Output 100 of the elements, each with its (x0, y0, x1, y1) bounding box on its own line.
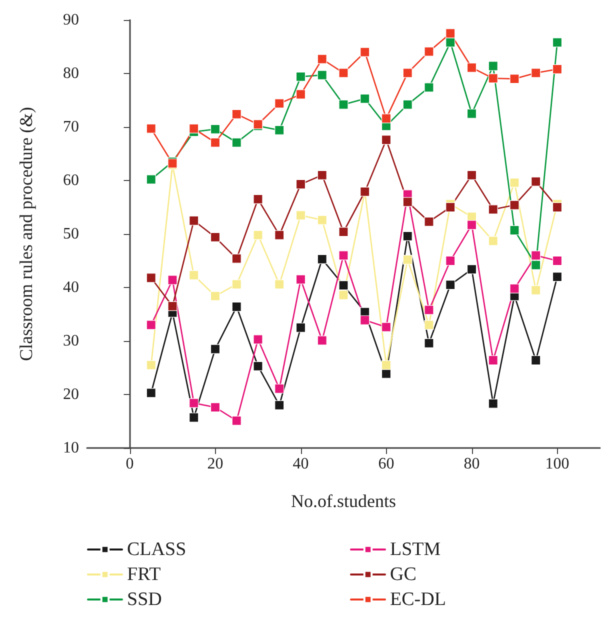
point (381, 114, 392, 124)
point (488, 236, 498, 246)
point (232, 109, 242, 119)
point (488, 61, 498, 71)
point (146, 174, 156, 184)
x-tick-label: 20 (207, 456, 224, 472)
point (296, 274, 306, 284)
y-axis-title: Classroom rules and procedure (&) (16, 107, 36, 361)
point (146, 388, 156, 398)
y-tick-label: 80 (63, 65, 79, 82)
point (274, 279, 284, 290)
point (210, 232, 220, 242)
point (146, 360, 156, 370)
point (402, 197, 412, 207)
point (296, 72, 306, 82)
legend-label: GC (390, 564, 416, 585)
point (274, 125, 284, 136)
point (146, 320, 156, 330)
point (338, 227, 348, 237)
y-tick-label: 30 (63, 332, 79, 350)
point (232, 138, 242, 148)
point (488, 398, 498, 408)
point (381, 322, 392, 332)
point (317, 254, 327, 264)
point (189, 124, 199, 134)
point (317, 215, 327, 225)
point (317, 170, 327, 180)
point (210, 138, 220, 148)
point (338, 280, 348, 290)
point (232, 254, 242, 264)
point (232, 279, 242, 290)
point (466, 62, 477, 72)
y-tick-label: 60 (63, 172, 79, 189)
point (210, 402, 220, 412)
y-tick-label: 70 (63, 118, 79, 136)
point (296, 90, 306, 100)
point (510, 74, 520, 84)
point (381, 135, 392, 145)
point (424, 338, 434, 348)
point (168, 275, 178, 285)
point (552, 64, 562, 74)
point (552, 202, 562, 212)
y-tick-label: 50 (63, 226, 79, 242)
x-tick-label: 40 (292, 456, 309, 472)
point (552, 272, 562, 282)
point (168, 301, 178, 312)
point (189, 270, 199, 280)
point (531, 250, 541, 260)
point (446, 280, 456, 290)
x-tick-label: 80 (464, 456, 480, 472)
point (253, 194, 263, 204)
point (338, 290, 348, 300)
y-tick-label: 40 (63, 279, 79, 296)
point (232, 302, 242, 312)
point (210, 344, 220, 354)
point (552, 256, 562, 266)
point (488, 204, 498, 214)
y-tick-label: 10 (63, 440, 79, 456)
point (317, 70, 327, 80)
point (274, 230, 284, 240)
point (531, 285, 541, 295)
legend-label: LSTM (390, 539, 441, 560)
point (424, 46, 434, 56)
point (510, 225, 520, 236)
legend-label: SSD (127, 589, 162, 610)
point (466, 108, 477, 118)
point (424, 320, 434, 330)
point (531, 355, 541, 366)
point (446, 256, 456, 266)
point (488, 355, 498, 366)
point (296, 179, 306, 190)
point (531, 260, 541, 270)
point (446, 28, 456, 38)
point (424, 216, 434, 226)
point (360, 47, 370, 57)
y-tick-label: 20 (63, 386, 79, 403)
point (381, 360, 392, 370)
point (424, 305, 434, 315)
point (253, 361, 263, 371)
point (210, 291, 220, 301)
point (210, 124, 220, 134)
point (189, 412, 199, 422)
point (466, 170, 477, 180)
x-axis-title: No.of.students (291, 491, 396, 511)
point (531, 176, 541, 186)
point (189, 216, 199, 226)
x-tick-label: 100 (545, 456, 570, 472)
point (317, 54, 327, 64)
point (552, 38, 562, 48)
point (189, 398, 199, 408)
point (402, 254, 412, 264)
point (338, 250, 348, 260)
legend-label: CLASS (127, 539, 186, 560)
point (360, 94, 370, 104)
point (232, 416, 242, 426)
point (146, 273, 156, 283)
point (510, 200, 520, 210)
point (274, 400, 284, 410)
point (338, 68, 348, 78)
point (531, 68, 541, 78)
